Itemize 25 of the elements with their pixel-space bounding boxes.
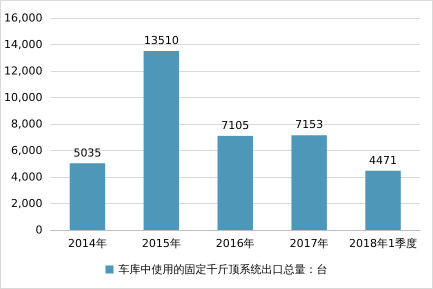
y-tick-label: 12,000: [4, 64, 42, 78]
data-label: 7153: [295, 118, 324, 132]
y-tick-label: 2,000: [10, 197, 42, 210]
data-label: 13510: [144, 34, 179, 47]
y-tick-label: 14,000: [4, 38, 42, 51]
data-label: 4471: [369, 154, 398, 167]
bar: [365, 170, 401, 230]
y-tick-label: 8,000: [10, 118, 42, 130]
y-tick-label: 6,000: [10, 144, 42, 157]
x-tick-label: 2017年: [290, 237, 329, 250]
y-tick-label: 0: [35, 224, 42, 236]
y-tick-label: 16,000: [4, 12, 42, 24]
y-tick-label: 4,000: [10, 170, 42, 184]
bar: [291, 135, 327, 230]
y-tick-label: 10,000: [4, 91, 42, 104]
data-label: 7105: [221, 118, 250, 132]
bar: [70, 163, 106, 230]
x-tick-label: 2018年1季度: [349, 237, 418, 250]
data-label: 5035: [73, 146, 102, 160]
bar: [218, 136, 253, 230]
x-tick-label: 2014年: [68, 237, 107, 250]
legend-label: 车库中使用的固定千斤顶系统出口总量：台: [118, 263, 328, 276]
x-tick-label: 2015年: [142, 237, 181, 250]
bar: [144, 50, 180, 230]
x-tick-label: 2016年: [216, 237, 255, 250]
